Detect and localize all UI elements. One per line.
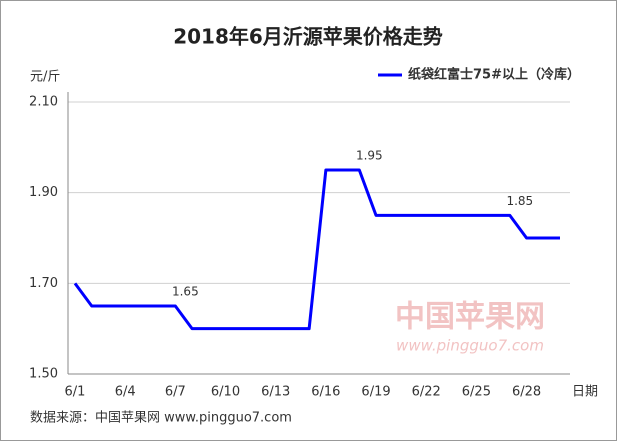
source: 数据来源：中国苹果网 www.pingguo7.com (30, 411, 292, 426)
legend-label: 纸袋红富士75#以上（冷库） (408, 67, 580, 83)
data-label: 1.85 (506, 194, 533, 208)
y-tick-label: 1.70 (29, 276, 58, 291)
y-tick-label: 1.90 (29, 185, 58, 200)
x-tick-label: 6/10 (211, 385, 240, 400)
y-tick-label: 1.50 (29, 367, 58, 382)
x-tick-label: 6/19 (361, 385, 390, 400)
watermark-url: www.pingguo7.com (396, 337, 544, 355)
x-axis-label: 日期 (572, 385, 598, 400)
x-tick-label: 6/16 (311, 385, 340, 400)
data-label: 1.95 (356, 149, 383, 163)
series-line (73, 168, 560, 331)
x-tick-label: 6/4 (115, 385, 136, 400)
x-tick-label: 6/28 (512, 385, 541, 400)
y-tick-label: 2.10 (29, 95, 58, 110)
watermark: 中国苹果网 (395, 300, 545, 335)
chart-title: 2018年6月沂源苹果价格走势 (173, 25, 443, 49)
data-label: 1.65 (172, 285, 199, 299)
x-tick-label: 6/22 (412, 385, 441, 400)
x-tick-label: 6/7 (165, 385, 186, 400)
x-tick-label: 6/13 (261, 385, 290, 400)
x-tick-label: 6/1 (65, 385, 86, 400)
y-axis-label: 元/斤 (30, 70, 60, 85)
x-tick-label: 6/25 (462, 385, 491, 400)
